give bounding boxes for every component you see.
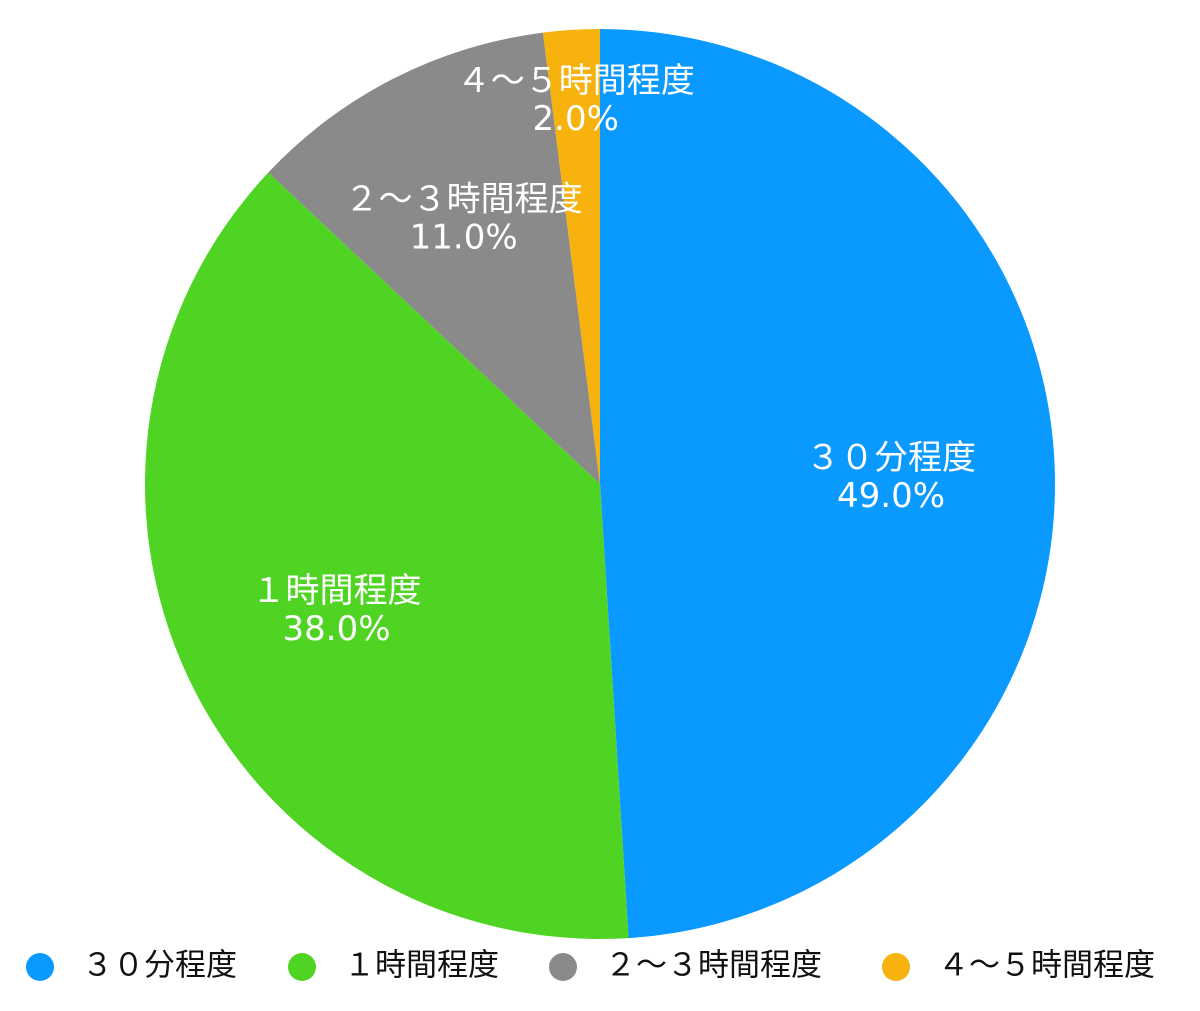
legend-label: ４～５時間程度 xyxy=(938,948,1155,984)
slice-value-label: 49.0% xyxy=(837,476,945,516)
slice-category-label: ３０分程度 xyxy=(806,438,976,478)
pie-slices xyxy=(144,29,1055,940)
legend-label: １時間程度 xyxy=(344,948,499,984)
pie-slice xyxy=(600,29,1055,939)
slice-value-label: 11.0% xyxy=(410,217,518,257)
legend-marker xyxy=(26,953,54,981)
legend-marker xyxy=(882,953,910,981)
legend-label: ３０分程度 xyxy=(82,948,237,984)
legend: ３０分程度 １時間程度 ２～３時間程度 ４～５時間程度 xyxy=(26,948,1155,984)
legend-label: ２～３時間程度 xyxy=(605,948,822,984)
slice-category-label: １時間程度 xyxy=(252,571,422,611)
pie-slice xyxy=(144,172,629,940)
legend-marker xyxy=(288,953,316,981)
pie-slice xyxy=(542,29,600,484)
slice-value-label: 38.0% xyxy=(283,609,391,649)
slice-category-label: ２～３時間程度 xyxy=(345,179,583,219)
slice-category-label: ４～５時間程度 xyxy=(457,61,695,101)
pie-slice xyxy=(268,32,600,485)
slice-value-label: 2.0% xyxy=(533,99,619,139)
legend-marker xyxy=(549,953,577,981)
